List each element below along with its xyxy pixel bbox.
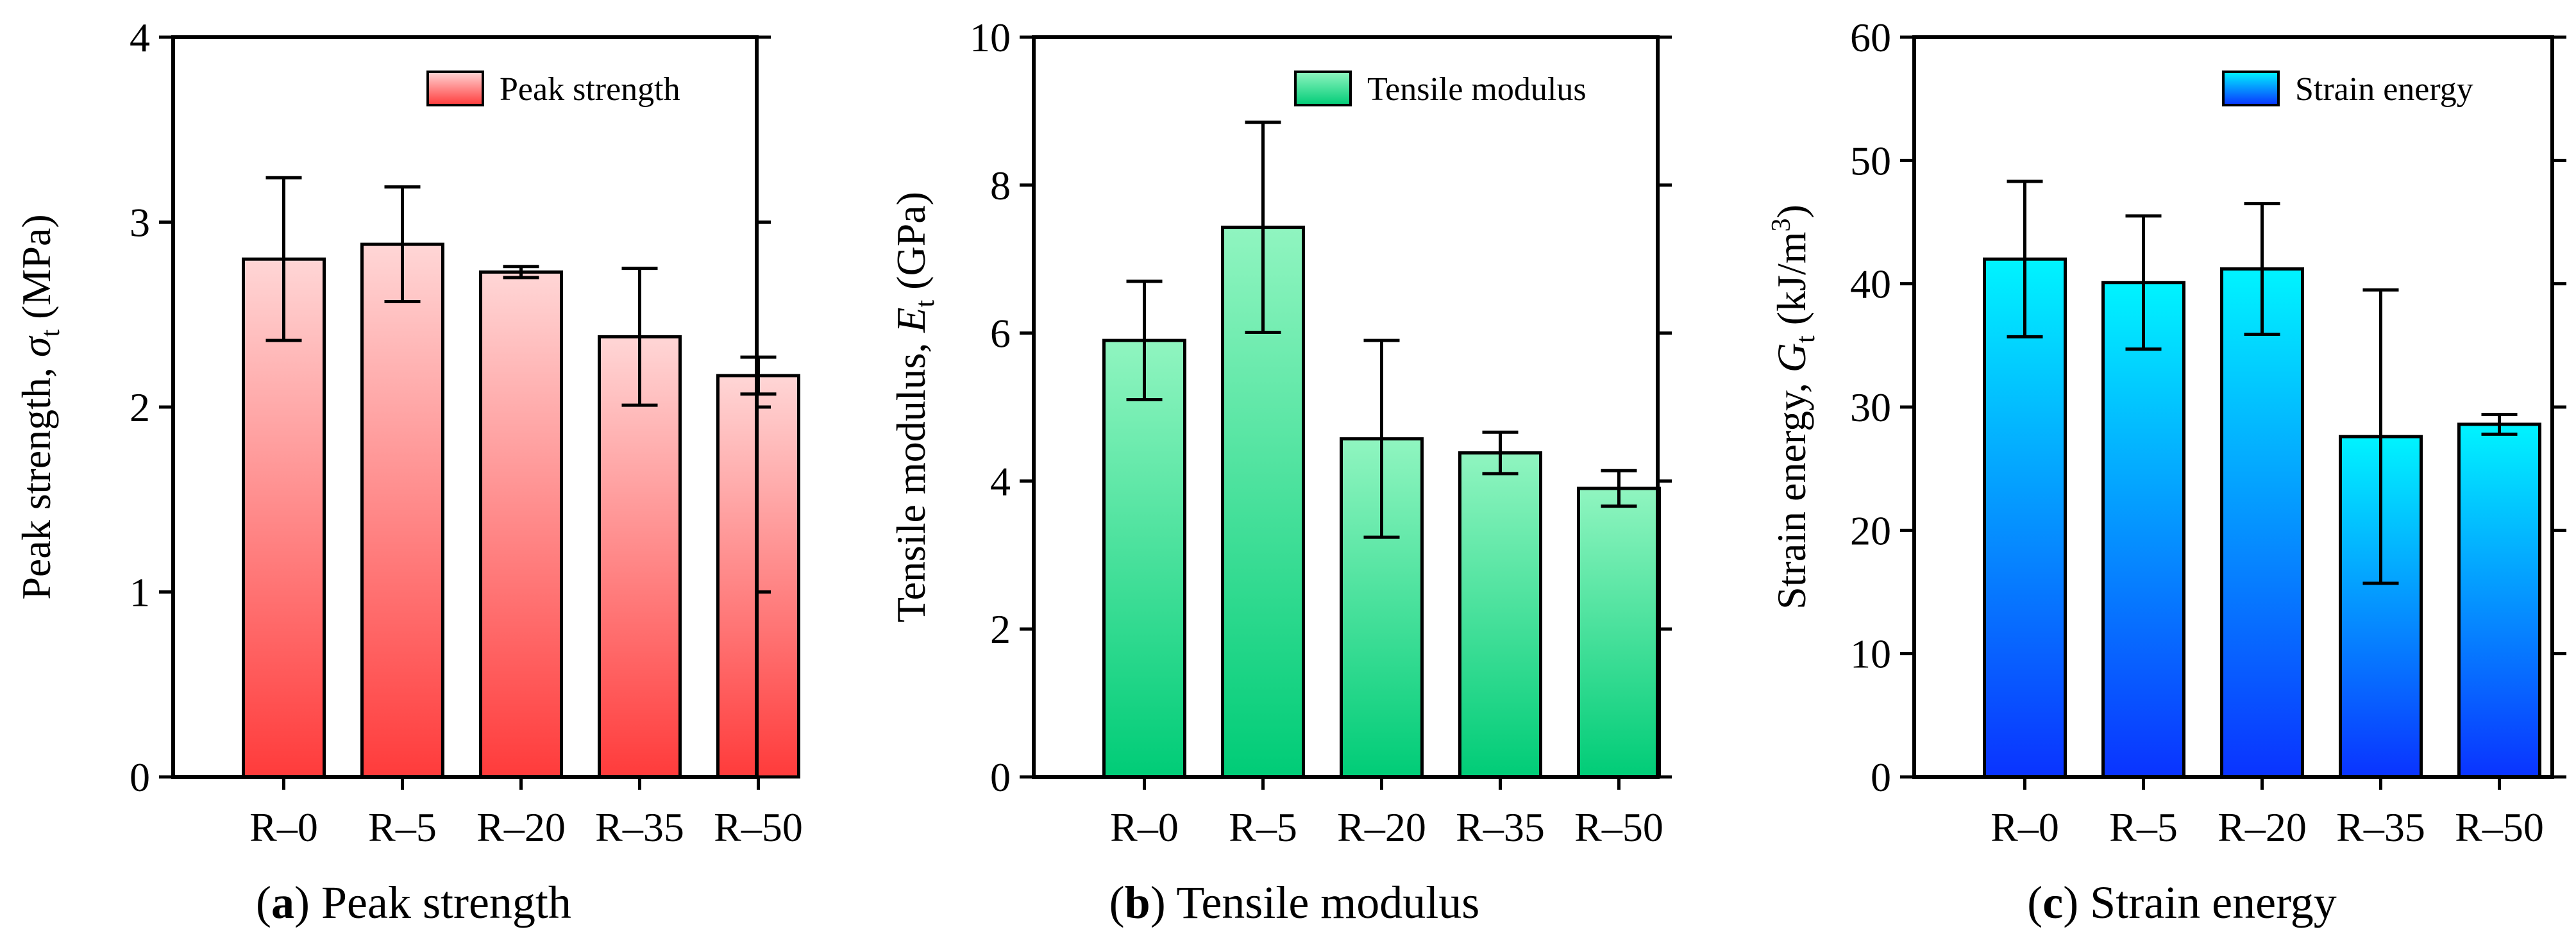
- x-tick-label: R–5: [2109, 804, 2178, 850]
- y-tick-label: 2: [990, 606, 1011, 652]
- y-axis-label: Strain energy, Gt (kJ/m3): [1767, 204, 1821, 610]
- y-tick-label: 0: [130, 754, 150, 800]
- x-tick-label: R–20: [1337, 804, 1426, 850]
- y-tick-label: 2: [130, 385, 150, 430]
- panel-caption: (c) Strain energy: [2027, 877, 2337, 928]
- legend-swatch: [2222, 71, 2280, 106]
- y-tick-label: 3: [130, 200, 150, 246]
- bar-R–20: [2220, 267, 2304, 779]
- y-axis-label: Tensile modulus, Et (GPa): [888, 192, 940, 622]
- y-tick-label: 1: [130, 570, 150, 615]
- legend-label: Tensile modulus: [1367, 71, 1587, 108]
- legend-label: Strain energy: [2295, 71, 2473, 108]
- bar-R–20: [1340, 437, 1424, 779]
- bar-R–35: [1458, 451, 1542, 779]
- x-tick-label: R–20: [2218, 804, 2307, 850]
- x-tick-label: R–35: [2336, 804, 2425, 850]
- bar-R–5: [360, 242, 444, 779]
- bar-R–20: [479, 270, 563, 779]
- x-tick-label: R–20: [476, 804, 566, 850]
- x-tick-label: R–0: [1991, 804, 2059, 850]
- panel-caption: (b) Tensile modulus: [1109, 877, 1480, 928]
- bar-R–0: [242, 257, 326, 779]
- bar-R–0: [1102, 338, 1186, 779]
- y-tick-label: 4: [130, 15, 150, 60]
- bar-R–50: [1577, 487, 1661, 779]
- y-tick-label: 4: [990, 458, 1011, 504]
- y-tick-label: 6: [990, 311, 1011, 356]
- y-axis-label: Peak strength, σt (MPa): [13, 214, 65, 599]
- x-tick-label: R–0: [249, 804, 318, 850]
- y-tick-label: 0: [990, 754, 1011, 800]
- y-tick-label: 0: [1871, 754, 1891, 800]
- chart-panel-a: R–0 R–5 R–20 R–35 R–50 0 1 2 3 4 Peak strength, σt…: [13, 15, 803, 928]
- x-tick-label: R–0: [1110, 804, 1179, 850]
- panel-caption: (a) Peak strength: [256, 877, 571, 928]
- bar-R–50: [2457, 422, 2541, 779]
- x-tick-label: R–5: [368, 804, 437, 850]
- y-tick-label: 30: [1850, 385, 1891, 430]
- bar-R–0: [1983, 257, 2067, 779]
- x-tick-label: R–50: [714, 804, 803, 850]
- legend-label: Peak strength: [500, 71, 680, 108]
- y-tick-label: 50: [1850, 138, 1891, 183]
- x-tick-label: R–50: [2455, 804, 2544, 850]
- chart-panel-c: R–0 R–5 R–20 R–35 R–50 0 10 20 30 40 50 60 Strain en…: [1767, 15, 2566, 928]
- y-tick-label: 20: [1850, 508, 1891, 553]
- x-tick-label: R–35: [595, 804, 684, 850]
- y-tick-label: 10: [1850, 631, 1891, 677]
- x-tick-label: R–50: [1574, 804, 1663, 850]
- bar-R–5: [2101, 281, 2185, 779]
- y-tick-label: 60: [1850, 15, 1891, 60]
- y-tick-label: 8: [990, 163, 1011, 208]
- legend-swatch: [1294, 71, 1352, 106]
- chart-panel-b: R–0 R–5 R–20 R–35 R–50 0 2 4 6 8 10 Tensile modulus…: [888, 15, 1672, 928]
- legend-swatch: [426, 71, 484, 106]
- plot-frame: [1032, 35, 1660, 779]
- y-tick-label: 40: [1850, 262, 1891, 307]
- x-tick-label: R–35: [1456, 804, 1545, 850]
- y-tick-label: 10: [970, 15, 1011, 60]
- x-tick-label: R–5: [1229, 804, 1297, 850]
